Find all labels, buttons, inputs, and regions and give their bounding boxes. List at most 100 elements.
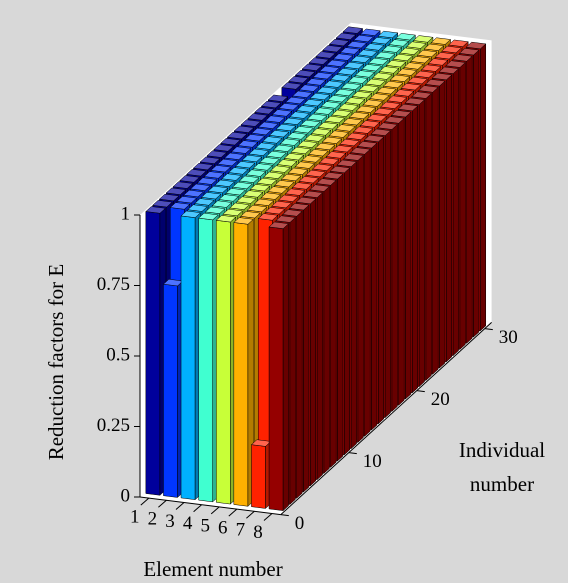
x-tick-label: 4 — [183, 513, 193, 534]
bar-side — [371, 142, 378, 431]
bar-top — [331, 109, 352, 117]
bar-top — [194, 198, 215, 206]
bar-top — [325, 151, 347, 159]
y-tick-label: 20 — [431, 389, 450, 410]
bar — [251, 439, 272, 509]
bar — [145, 206, 166, 496]
bar-top — [372, 72, 393, 80]
bar-top — [360, 28, 381, 36]
bar-top — [414, 70, 435, 78]
bar-top — [289, 203, 310, 211]
bar-side — [398, 118, 405, 406]
bar-top — [270, 165, 291, 173]
bar-top — [385, 60, 407, 68]
bar — [215, 215, 237, 505]
bar-top — [190, 183, 211, 191]
bar-front — [233, 222, 249, 507]
bar-top — [359, 120, 381, 128]
bar-top — [315, 142, 336, 151]
bar-side — [480, 43, 487, 332]
bar-top — [215, 215, 237, 223]
bar-top — [375, 51, 396, 59]
bar-top — [304, 134, 325, 142]
x-tick-label: 5 — [200, 515, 210, 536]
x-tick — [140, 497, 150, 506]
bar-top — [245, 169, 267, 177]
bar-top — [362, 99, 383, 107]
bar-side — [418, 99, 425, 387]
bar-top — [343, 61, 365, 70]
bar-top — [384, 116, 405, 124]
bar-top — [218, 194, 239, 202]
bar-top — [381, 45, 403, 53]
bar-top — [324, 115, 345, 124]
bar-front — [215, 220, 231, 505]
bar-top — [253, 198, 275, 206]
bar-top — [239, 175, 260, 183]
bar-top — [346, 132, 367, 140]
bar-top — [358, 84, 379, 93]
bar-side — [432, 87, 439, 375]
bar-top — [441, 45, 462, 54]
bar-top — [377, 30, 399, 39]
bar-top — [309, 184, 330, 192]
x-tick-label: 3 — [165, 511, 175, 532]
bar-top — [257, 213, 279, 221]
bar — [180, 210, 201, 500]
bar-top — [404, 97, 425, 105]
bar-side — [446, 74, 453, 363]
bar-top — [278, 194, 299, 202]
bar-front — [198, 217, 213, 503]
x-tick — [175, 502, 185, 510]
bar-top — [387, 95, 408, 103]
bar-top — [267, 94, 289, 102]
bar-top — [232, 181, 253, 190]
bar-top — [198, 212, 219, 221]
y-tick-label: 0 — [295, 513, 305, 534]
x-axis — [139, 496, 281, 516]
bar-top — [396, 68, 417, 76]
bar-top — [438, 66, 459, 74]
bar-top — [353, 34, 374, 43]
bar-side — [425, 93, 432, 381]
bar-top — [339, 47, 361, 55]
bar-top — [465, 41, 487, 50]
bar-top — [399, 47, 420, 55]
x-tick — [210, 506, 220, 515]
bar-top — [337, 68, 358, 76]
bar-top — [277, 159, 298, 167]
bar-top — [279, 138, 301, 146]
z-tick-label: 0 — [121, 485, 131, 506]
x-tick-label: 8 — [253, 522, 263, 543]
bar-top — [265, 115, 286, 123]
bar-top — [205, 206, 226, 214]
bar-top — [319, 157, 340, 165]
bar-top — [213, 144, 234, 152]
bar-top — [379, 66, 400, 74]
bar-top — [363, 134, 385, 143]
x-tick-label: 2 — [148, 509, 158, 530]
bar-front — [145, 211, 161, 496]
bar-top — [300, 119, 321, 128]
bar-top — [307, 113, 328, 121]
bar-top — [431, 72, 453, 81]
bar-top — [355, 105, 377, 113]
bar-top — [303, 99, 324, 107]
bar-top — [203, 171, 225, 179]
bar-top — [217, 158, 238, 167]
bar-top — [248, 148, 269, 156]
bar-top — [247, 113, 268, 121]
bar-top — [459, 48, 480, 56]
bar-top — [395, 33, 416, 41]
z-tick-label: 0.5 — [106, 344, 130, 365]
bar-top — [193, 162, 214, 171]
bar-top — [323, 80, 344, 88]
bar-top — [411, 91, 432, 99]
x-tick — [193, 504, 202, 513]
x-tick — [263, 513, 273, 521]
bar-top — [259, 157, 280, 165]
bar-top — [371, 37, 392, 45]
bar-top — [176, 196, 197, 204]
bar-top — [262, 136, 283, 144]
